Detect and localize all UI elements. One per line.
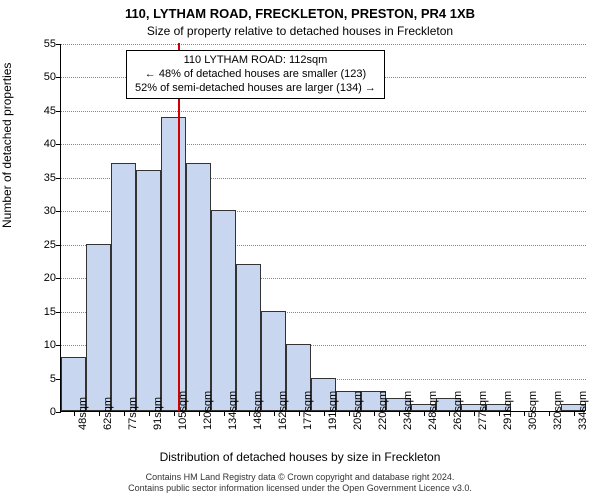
ytick-mark <box>56 312 61 313</box>
ytick-mark <box>56 412 61 413</box>
ytick-label: 25 <box>26 239 56 251</box>
annotation-line2: ← 48% of detached houses are smaller (12… <box>135 68 376 82</box>
ytick-mark <box>56 345 61 346</box>
xtick-label: 148sqm <box>252 419 264 430</box>
xtick-mark <box>74 411 75 416</box>
xtick-mark <box>574 411 575 416</box>
ytick-mark <box>56 144 61 145</box>
histogram-bar <box>111 163 136 411</box>
ytick-label: 15 <box>26 306 56 318</box>
gridline <box>61 144 586 145</box>
xtick-label: 48sqm <box>77 419 89 430</box>
xtick-mark <box>324 411 325 416</box>
xtick-mark <box>224 411 225 416</box>
histogram-bar <box>136 170 161 411</box>
annotation-line3: 52% of semi-detached houses are larger (… <box>135 82 376 96</box>
annotation-line1: 110 LYTHAM ROAD: 112sqm <box>135 54 376 68</box>
xtick-mark <box>424 411 425 416</box>
ytick-mark <box>56 44 61 45</box>
xtick-mark <box>249 411 250 416</box>
chart-title-line1: 110, LYTHAM ROAD, FRECKLETON, PRESTON, P… <box>0 6 600 21</box>
ytick-mark <box>56 278 61 279</box>
xtick-mark <box>199 411 200 416</box>
xtick-label: 62sqm <box>102 419 114 430</box>
xtick-label: 177sqm <box>302 419 314 430</box>
chart-title-line2: Size of property relative to detached ho… <box>0 24 600 38</box>
xtick-label: 162sqm <box>277 419 289 430</box>
histogram-bar <box>236 264 261 411</box>
footer-attribution: Contains HM Land Registry data © Crown c… <box>0 472 600 495</box>
gridline <box>61 111 586 112</box>
ytick-label: 5 <box>26 373 56 385</box>
ytick-label: 10 <box>26 339 56 351</box>
xtick-mark <box>474 411 475 416</box>
xtick-mark <box>149 411 150 416</box>
xtick-mark <box>499 411 500 416</box>
annotation-box: 110 LYTHAM ROAD: 112sqm← 48% of detached… <box>126 50 385 99</box>
ytick-mark <box>56 211 61 212</box>
ytick-mark <box>56 77 61 78</box>
ytick-label: 55 <box>26 38 56 50</box>
xtick-label: 262sqm <box>452 419 464 430</box>
ytick-label: 0 <box>26 406 56 418</box>
xtick-label: 248sqm <box>427 419 439 430</box>
plot-area: 110 LYTHAM ROAD: 112sqm← 48% of detached… <box>60 44 585 412</box>
xtick-mark <box>449 411 450 416</box>
ytick-label: 35 <box>26 172 56 184</box>
xtick-mark <box>374 411 375 416</box>
xtick-label: 277sqm <box>477 419 489 430</box>
xtick-label: 220sqm <box>377 419 389 430</box>
footer-line1: Contains HM Land Registry data © Crown c… <box>0 472 600 483</box>
xtick-mark <box>299 411 300 416</box>
y-axis-label: Number of detached properties <box>0 63 14 228</box>
ytick-label: 40 <box>26 138 56 150</box>
xtick-mark <box>274 411 275 416</box>
ytick-mark <box>56 111 61 112</box>
xtick-label: 320sqm <box>552 419 564 430</box>
xtick-label: 205sqm <box>352 419 364 430</box>
xtick-mark <box>524 411 525 416</box>
xtick-label: 234sqm <box>402 419 414 430</box>
xtick-label: 105sqm <box>177 419 189 430</box>
xtick-label: 334sqm <box>577 419 589 430</box>
ytick-mark <box>56 178 61 179</box>
ytick-label: 50 <box>26 71 56 83</box>
histogram-bar <box>161 117 186 411</box>
histogram-bar <box>211 210 236 411</box>
footer-line2: Contains public sector information licen… <box>0 483 600 494</box>
xtick-label: 134sqm <box>227 419 239 430</box>
ytick-label: 30 <box>26 205 56 217</box>
x-axis-label: Distribution of detached houses by size … <box>0 450 600 464</box>
xtick-label: 91sqm <box>152 419 164 430</box>
ytick-mark <box>56 245 61 246</box>
gridline <box>61 44 586 45</box>
histogram-bar <box>86 244 111 411</box>
xtick-mark <box>99 411 100 416</box>
xtick-label: 291sqm <box>502 419 514 430</box>
xtick-label: 305sqm <box>527 419 539 430</box>
xtick-mark <box>399 411 400 416</box>
xtick-mark <box>349 411 350 416</box>
ytick-label: 20 <box>26 272 56 284</box>
xtick-mark <box>124 411 125 416</box>
xtick-mark <box>174 411 175 416</box>
chart-container: 110, LYTHAM ROAD, FRECKLETON, PRESTON, P… <box>0 0 600 500</box>
xtick-label: 77sqm <box>127 419 139 430</box>
xtick-mark <box>549 411 550 416</box>
histogram-bar <box>186 163 211 411</box>
xtick-label: 191sqm <box>327 419 339 430</box>
ytick-label: 45 <box>26 105 56 117</box>
xtick-label: 120sqm <box>202 419 214 430</box>
